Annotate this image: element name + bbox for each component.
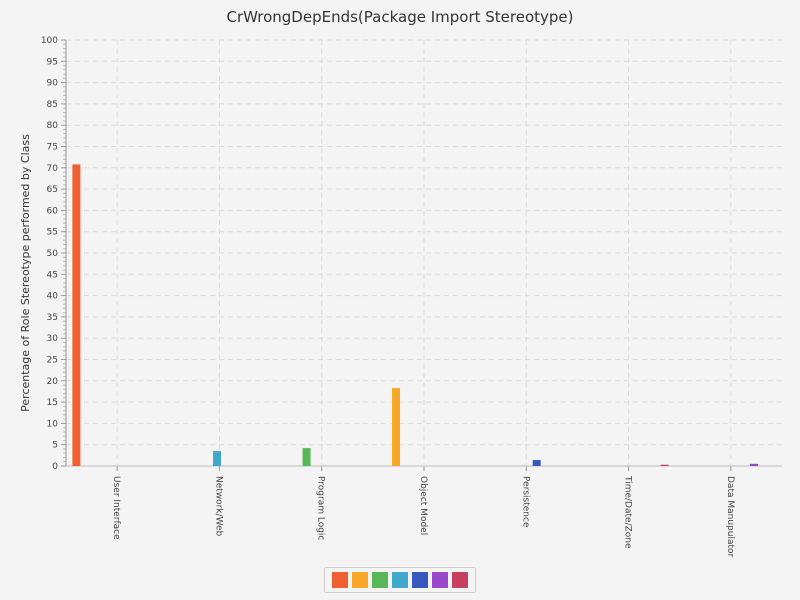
legend-swatch [412, 572, 428, 588]
bar [532, 460, 541, 466]
axes [61, 39, 782, 471]
legend-swatch [452, 572, 468, 588]
legend-swatch [332, 572, 348, 588]
x-tick-label: Program Logic [316, 476, 326, 540]
x-tick-label: Network/Web [213, 476, 223, 537]
bar [213, 451, 222, 466]
y-tick-label: 35 [47, 313, 58, 323]
x-tick-label: Data Manupulator [725, 476, 735, 558]
bar [302, 448, 311, 466]
y-tick-label: 45 [47, 270, 58, 280]
y-tick-label: 25 [47, 356, 58, 366]
y-tick-label: 10 [47, 419, 59, 429]
y-tick-label: 15 [47, 398, 58, 408]
legend-swatch [372, 572, 388, 588]
bar [392, 388, 401, 466]
legend-swatch [352, 572, 368, 588]
y-axis-label: Percentage of Role Stereotype performed … [19, 134, 32, 412]
y-tick-label: 75 [47, 143, 58, 153]
y-tick-label: 65 [47, 185, 58, 195]
x-tick-label: Object Model [418, 476, 428, 535]
y-tick-label: 85 [47, 100, 58, 110]
y-tick-label: 60 [47, 206, 59, 216]
grid-lines [66, 39, 782, 466]
y-tick-label: 50 [47, 249, 59, 259]
legend [324, 567, 476, 593]
legend-swatch [432, 572, 448, 588]
y-tick-label: 80 [47, 121, 59, 131]
y-tick-label: 40 [47, 292, 59, 302]
bar [72, 164, 81, 466]
y-tick-label: 0 [52, 462, 58, 472]
y-tick-label: 5 [52, 441, 58, 451]
bar [750, 463, 759, 466]
chart-title: CrWrongDepEnds(Package Import Stereotype… [226, 8, 574, 26]
y-tick-label: 70 [47, 164, 59, 174]
bar [660, 464, 669, 466]
labels: 0 5 10 15 20 25 30 35 40 45 50 55 60 65 70 75 80 85 90 95 10… [19, 36, 735, 558]
legend-swatch [392, 572, 408, 588]
bars [72, 164, 759, 466]
y-tick-label: 90 [47, 79, 59, 89]
y-tick-label: 20 [47, 377, 59, 387]
y-tick-label: 100 [41, 36, 58, 46]
y-tick-label: 55 [47, 228, 58, 238]
x-tick-label: Persistence [520, 476, 530, 528]
x-tick-label: Time/Date/Zone [623, 475, 633, 549]
y-tick-label: 95 [47, 57, 58, 67]
y-tick-label: 30 [47, 334, 59, 344]
x-tick-label: User Interface [111, 476, 121, 540]
